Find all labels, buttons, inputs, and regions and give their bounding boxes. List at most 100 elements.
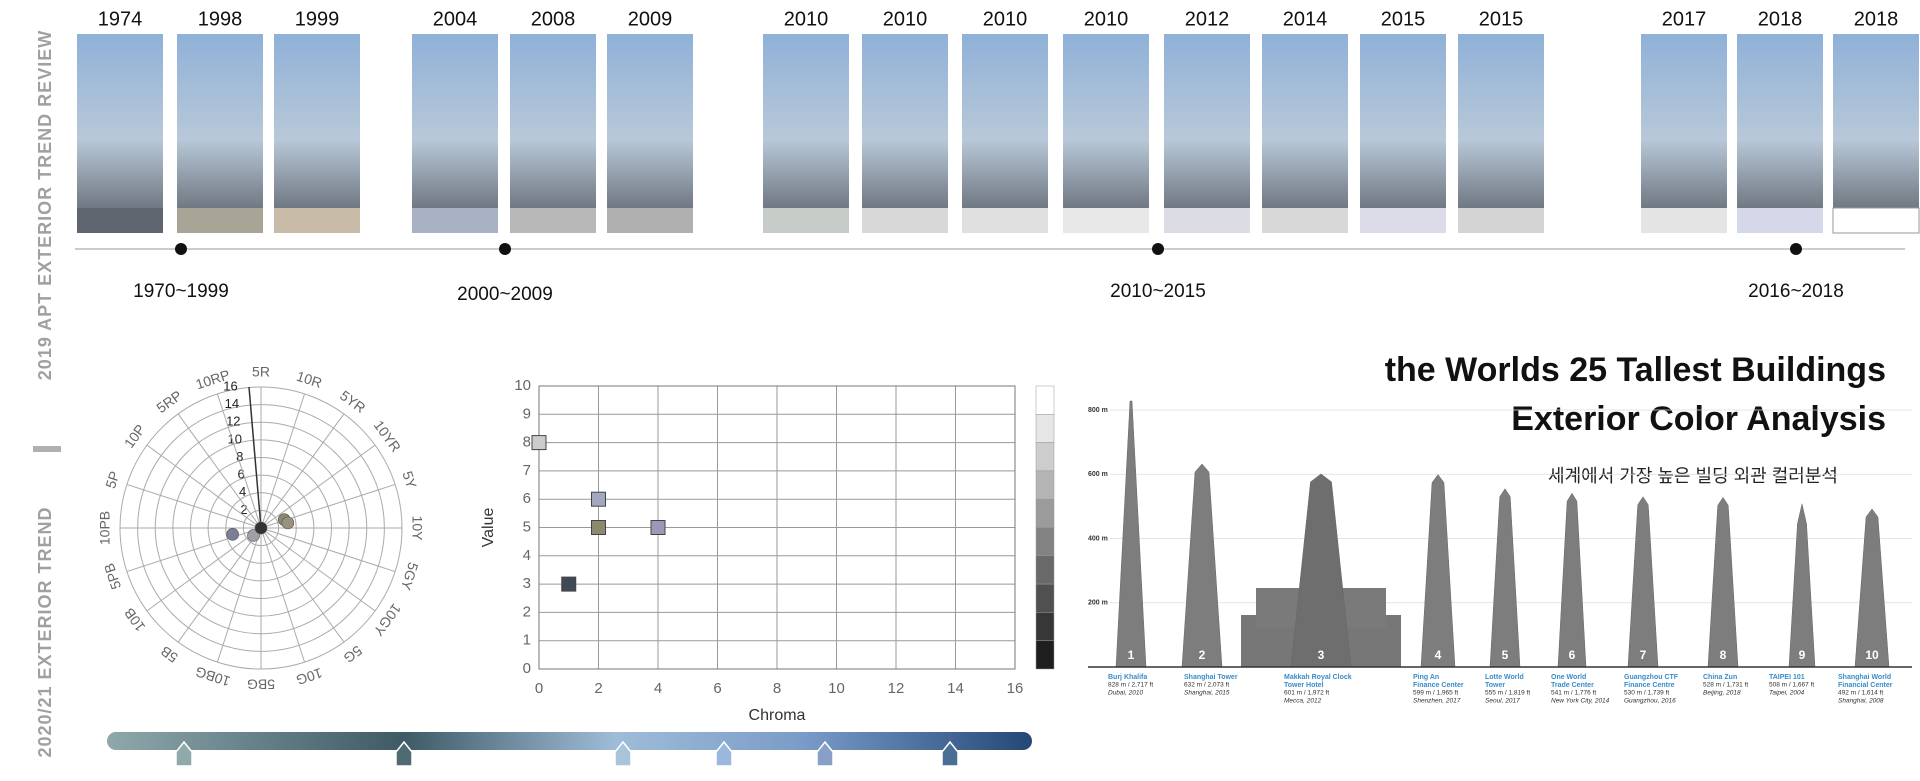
year-label: 1998: [198, 8, 243, 30]
x-tick-label: 8: [773, 680, 781, 697]
building-photo: [1360, 34, 1446, 210]
value-swatch: [1035, 583, 1055, 613]
building-photo: [412, 34, 498, 210]
value-swatch: [1035, 414, 1055, 443]
sidebar-divider: [33, 446, 61, 452]
photo-strip: [962, 208, 1048, 233]
year-label: 2010: [784, 8, 829, 30]
building-photo: [1063, 34, 1149, 210]
hue-label: 5PB: [101, 561, 124, 591]
hue-label: 10G: [294, 665, 324, 688]
building-rank: 6: [1569, 648, 1576, 662]
year-label: 2015: [1479, 8, 1524, 30]
photo-strip: [1262, 208, 1348, 233]
hue-point: [247, 529, 260, 542]
building-stats: 528 m / 1,731 ft: [1703, 682, 1748, 689]
ring-label: 10: [227, 431, 241, 446]
building-name: Shanghai World: [1838, 674, 1891, 681]
building-name: Finance Centre: [1624, 682, 1675, 689]
building-name: Guangzhou CTF: [1624, 674, 1679, 681]
spoke: [126, 483, 262, 529]
height-tick-label: 400 m: [1088, 535, 1108, 542]
period-label: 2000~2009: [457, 284, 553, 305]
value-swatch: [1035, 442, 1055, 472]
hue-label: 5G: [341, 642, 366, 666]
palette-marker: [395, 740, 413, 767]
y-tick-label: 8: [523, 434, 531, 451]
building-silhouette: [1627, 496, 1659, 668]
palette-marker: [816, 740, 834, 767]
building-rank: 3: [1318, 648, 1325, 662]
building-photo: [177, 34, 263, 210]
timeline-dot: [1790, 243, 1802, 255]
building-photo: [274, 34, 360, 210]
photo-strip: [1458, 208, 1544, 233]
building-stats: 555 m / 1,819 ft: [1485, 690, 1530, 697]
ring-label: 8: [236, 449, 243, 464]
building-rank: 4: [1435, 648, 1442, 662]
building-place: Dubai, 2010: [1108, 690, 1143, 697]
sidebar-bottom: 2020/21 EXTERIOR TREND: [35, 506, 55, 757]
building-silhouette: [1115, 400, 1147, 668]
hue-point: [226, 528, 239, 541]
scatter-point: [531, 435, 547, 451]
ring-label: 14: [225, 396, 239, 411]
building-photo: [510, 34, 596, 210]
spoke: [216, 527, 262, 663]
building-silhouette: [1707, 496, 1739, 668]
hue-label: 10R: [295, 368, 324, 391]
year-label: 1974: [98, 8, 143, 30]
building-photo: [1641, 34, 1727, 210]
building-name: China Zun: [1703, 674, 1737, 681]
ring-axis: [248, 386, 262, 529]
building-silhouette: [1788, 503, 1816, 668]
x-tick-label: 2: [594, 680, 602, 697]
building-name: Finance Center: [1413, 682, 1464, 689]
building-photo: [77, 34, 163, 210]
year-label: 2018: [1854, 8, 1899, 30]
spoke: [260, 527, 396, 573]
scatter-point: [591, 520, 606, 535]
building-name: Tower: [1485, 682, 1505, 689]
hue-label: 5Y: [399, 469, 420, 491]
building-photo: [607, 34, 693, 210]
year-label: 1999: [295, 8, 340, 30]
year-label: 2010: [1084, 8, 1129, 30]
scatter-point: [561, 576, 577, 592]
building-rank: 1: [1128, 648, 1135, 662]
spoke: [260, 444, 376, 529]
photo-strip: [1832, 207, 1920, 234]
photo-strip: [862, 208, 948, 233]
building-name: Burj Khalifa: [1108, 674, 1147, 681]
timeline-dot: [175, 243, 187, 255]
hue-point: [254, 521, 268, 535]
x-tick-label: 6: [713, 680, 721, 697]
hue-label: 10BG: [193, 664, 232, 690]
building-photo: [1164, 34, 1250, 210]
y-axis-label: Value: [480, 508, 497, 548]
year-label: 2014: [1283, 8, 1328, 30]
building-name: Financial Center: [1838, 682, 1893, 689]
building-name: Tower Hotel: [1284, 682, 1324, 689]
building-photo: [1833, 34, 1919, 210]
spoke: [177, 527, 262, 643]
value-swatch: [1035, 527, 1055, 557]
timeline-dot: [499, 243, 511, 255]
building-place: Shanghai, 2015: [1184, 690, 1230, 697]
building-name: Lotte World: [1485, 674, 1524, 681]
building-stats: 492 m / 1,614 ft: [1838, 690, 1883, 697]
building-name: One World: [1551, 674, 1586, 681]
year-label: 2008: [531, 8, 576, 30]
hue-label: 5YR: [337, 387, 368, 416]
year-label: 2012: [1185, 8, 1230, 30]
photo-strip: [1737, 208, 1823, 233]
timeline-dot: [1152, 243, 1164, 255]
building-name: Makkah Royal Clock: [1284, 674, 1352, 681]
x-tick-label: 16: [1007, 680, 1024, 697]
year-label: 2009: [628, 8, 673, 30]
building-place: Mecca, 2012: [1284, 698, 1322, 705]
ring-label: 4: [239, 484, 246, 499]
palette-marker: [941, 740, 959, 767]
hue-label: 10B: [121, 605, 149, 635]
